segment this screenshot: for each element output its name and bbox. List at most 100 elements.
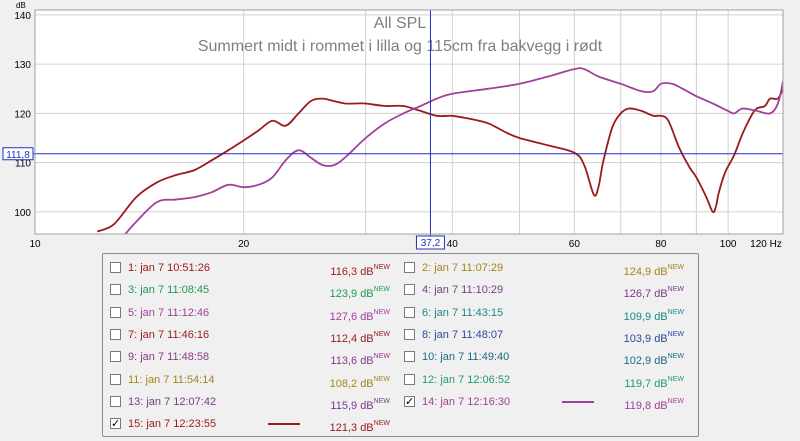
legend-label: 10: jan 7 11:49:40 xyxy=(422,351,510,364)
legend-label: 4: jan 7 11:10:29 xyxy=(422,284,504,297)
legend-panel: 1: jan 7 10:51:26 116,3 dBNEW 2: jan 7 11:… xyxy=(102,253,699,437)
legend-value: 108,2 dBNEW xyxy=(329,375,390,390)
legend-value: 119,7 dBNEW xyxy=(624,375,684,390)
legend-checkbox[interactable] xyxy=(110,414,121,434)
legend-label: 5: jan 7 11:12:46 xyxy=(128,306,210,319)
legend-checkbox[interactable] xyxy=(110,306,121,318)
legend-item[interactable]: 10: jan 7 11:49:40 102,9 dBNEW xyxy=(404,347,694,367)
new-badge: NEW xyxy=(373,353,390,361)
legend-value: 126,7 dBNEW xyxy=(623,286,684,301)
x-axis-labels: 10 20 40 60 80 100 120 Hz xyxy=(29,239,781,250)
y-tick-label: 130 xyxy=(14,60,31,71)
legend-item[interactable]: 2: jan 7 11:07:29 124,9 dBNEW xyxy=(404,258,694,278)
legend-value: 115,9 dBNEW xyxy=(330,397,390,412)
y-tick-label: 120 xyxy=(14,109,31,120)
y-tick-label: 110 xyxy=(15,159,31,170)
legend-label: 1: jan 7 10:51:26 xyxy=(128,262,210,274)
cursor[interactable]: 111,8 37,2 xyxy=(2,10,783,250)
legend-item[interactable]: 7: jan 7 11:46:16 112,4 dBNEW xyxy=(110,325,400,345)
legend-label: 9: jan 7 11:48:58 xyxy=(128,351,210,364)
legend-value: 124,9 dBNEW xyxy=(623,264,684,278)
new-badge: NEW xyxy=(667,308,684,316)
legend-checkbox[interactable] xyxy=(404,284,415,296)
series-line-2 xyxy=(124,67,783,234)
legend-value: 109,9 dBNEW xyxy=(623,308,684,323)
legend-checkbox[interactable] xyxy=(110,284,121,296)
legend-item[interactable]: 1: jan 7 10:51:26 116,3 dBNEW xyxy=(110,258,400,278)
legend-value: 112,4 dBNEW xyxy=(330,330,390,345)
new-badge: NEW xyxy=(667,353,684,361)
x-tick-label: 120 Hz xyxy=(750,239,782,250)
legend-item[interactable]: 9: jan 7 11:48:58 113,6 dBNEW xyxy=(110,347,400,367)
legend-line-swatch xyxy=(562,400,594,403)
legend-checkbox[interactable] xyxy=(110,328,121,340)
cursor-y-readout: 111,8 xyxy=(6,150,30,161)
legend-checkbox[interactable] xyxy=(110,351,121,363)
legend-value: 113,6 dBNEW xyxy=(330,353,390,368)
legend-label: 11: jan 7 11:54:14 xyxy=(128,373,215,386)
legend-checkbox[interactable] xyxy=(404,306,415,318)
series-line-1 xyxy=(96,88,783,233)
new-badge: NEW xyxy=(373,397,390,405)
x-tick-label: 20 xyxy=(238,239,250,250)
cursor-y-readout-box xyxy=(2,147,34,161)
legend-item[interactable]: 13: jan 7 12:07:42 115,9 dBNEW xyxy=(110,392,400,412)
legend-item[interactable]: 15: jan 7 12:23:55 121,3 dBNEW xyxy=(110,414,400,434)
x-tick-label: 60 xyxy=(569,239,581,250)
legend-label: 3: jan 7 11:08:45 xyxy=(128,284,210,297)
chart-title: All SPL xyxy=(374,15,427,32)
new-badge: NEW xyxy=(373,420,390,428)
cursor-x-readout-box xyxy=(415,235,445,250)
new-badge: NEW xyxy=(667,264,684,271)
y-axis-unit: dB xyxy=(16,1,26,10)
x-tick-label: 40 xyxy=(447,239,459,250)
legend-item[interactable]: 6: jan 7 11:43:15 109,9 dBNEW xyxy=(404,303,694,323)
legend-value: 127,6 dBNEW xyxy=(329,308,390,323)
y-axis-labels: 100 110 120 130 140 xyxy=(14,11,31,219)
grid xyxy=(34,10,784,234)
legend-checkbox[interactable] xyxy=(404,373,415,385)
legend-checkbox[interactable] xyxy=(110,262,121,273)
new-badge: NEW xyxy=(667,286,684,294)
legend-checkbox[interactable] xyxy=(404,351,415,363)
legend-label: 13: jan 7 12:07:42 xyxy=(128,395,217,408)
legend-value: 123,9 dBNEW xyxy=(329,286,390,301)
legend-value: 116,3 dBNEW xyxy=(330,264,390,278)
legend-checkbox[interactable] xyxy=(404,262,415,273)
legend-label: 8: jan 7 11:48:07 xyxy=(422,328,504,341)
spl-chart[interactable]: 100 110 120 130 140 10 20 40 60 80 100 120 Hz dB A… xyxy=(0,0,800,252)
plot-area[interactable] xyxy=(35,10,783,234)
legend-checkbox[interactable] xyxy=(404,392,415,412)
legend-item[interactable]: 12: jan 7 12:06:52 119,7 dBNEW xyxy=(404,370,694,390)
y-tick-label: 100 xyxy=(14,208,31,219)
x-tick-label: 10 xyxy=(29,239,41,250)
legend-value: 102,9 dBNEW xyxy=(623,353,684,368)
plot-frame xyxy=(34,9,784,235)
legend-item[interactable]: 11: jan 7 11:54:14 108,2 dBNEW xyxy=(110,370,400,390)
legend-item[interactable]: 8: jan 7 11:48:07 103,9 dBNEW xyxy=(404,325,694,345)
y-tick-label: 140 xyxy=(14,11,31,22)
chart-subtitle: Summert midt i rommet i lilla og 115cm f… xyxy=(198,38,603,55)
new-badge: NEW xyxy=(667,397,684,405)
new-badge: NEW xyxy=(373,286,390,294)
legend-label: 12: jan 7 12:06:52 xyxy=(422,373,511,386)
legend-label: 7: jan 7 11:46:16 xyxy=(128,328,210,341)
legend-checkbox[interactable] xyxy=(110,395,121,407)
legend-value: 119,8 dBNEW xyxy=(624,397,684,412)
cursor-x-readout: 37,2 xyxy=(421,238,441,249)
legend-line-swatch xyxy=(268,423,300,426)
new-badge: NEW xyxy=(373,264,390,271)
new-badge: NEW xyxy=(373,330,390,338)
new-badge: NEW xyxy=(373,375,390,383)
x-tick-label: 100 xyxy=(720,239,737,250)
legend-value: 103,9 dBNEW xyxy=(623,330,684,345)
legend-label: 6: jan 7 11:43:15 xyxy=(422,306,504,319)
legend-value: 121,3 dBNEW xyxy=(329,420,390,435)
legend-item[interactable]: 3: jan 7 11:08:45 123,9 dBNEW xyxy=(110,280,400,300)
legend-item[interactable]: 4: jan 7 11:10:29 126,7 dBNEW xyxy=(404,280,694,300)
legend-checkbox[interactable] xyxy=(110,373,121,385)
legend-item[interactable]: 14: jan 7 12:16:30 119,8 dBNEW xyxy=(404,392,694,412)
legend-label: 14: jan 7 12:16:30 xyxy=(422,395,511,408)
legend-item[interactable]: 5: jan 7 11:12:46 127,6 dBNEW xyxy=(110,303,400,323)
legend-checkbox[interactable] xyxy=(404,328,415,340)
